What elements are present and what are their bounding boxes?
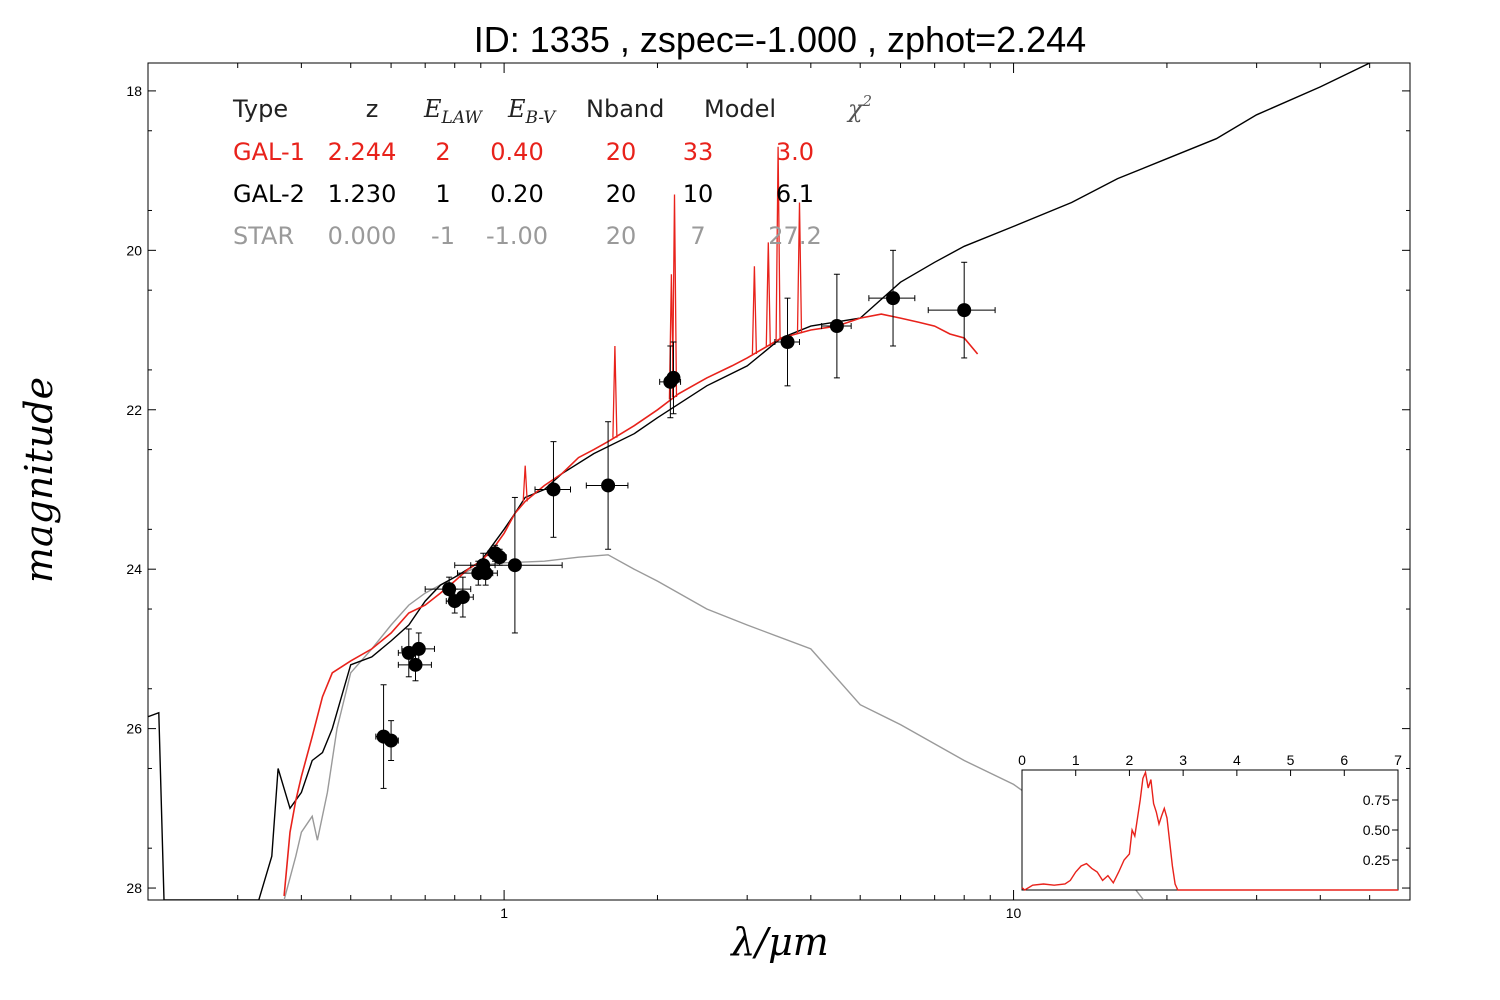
photometry-marker <box>886 291 901 306</box>
photometry-marker <box>492 550 507 565</box>
redshift-pdf-inset: 0 1 2 3 4 5 6 7 0.25 0.50 0.75 <box>1018 752 1402 891</box>
legend-cell: 27.2 <box>768 222 821 250</box>
legend-cell: 6.1 <box>776 180 814 208</box>
photometry-point <box>821 273 852 379</box>
emission-line-5 <box>765 242 771 347</box>
inset-x-tick-label: 2 <box>1126 752 1134 768</box>
inset-x-tick-label: 3 <box>1179 752 1187 768</box>
inset-ticks-group: 0 1 2 3 4 5 6 7 0.25 0.50 0.75 <box>1018 752 1402 868</box>
legend-cell: -1 <box>431 222 455 250</box>
photometry-point <box>585 421 629 550</box>
legend-cell: 3.0 <box>776 138 814 166</box>
main-plot-frame <box>147 62 1411 901</box>
photometry-marker <box>546 482 561 497</box>
legend-cell: 1 <box>435 180 450 208</box>
emission-line-7 <box>796 202 803 334</box>
series-line-star <box>283 554 1145 900</box>
legend-cell: 20 <box>606 222 637 250</box>
emission-line-3 <box>671 194 678 398</box>
y-tick-label: 18 <box>126 83 142 99</box>
photometry-marker <box>829 319 844 334</box>
inset-x-tick-label: 6 <box>1340 752 1348 768</box>
inset-x-tick-label: 5 <box>1287 752 1295 768</box>
legend-cell: 20 <box>606 180 637 208</box>
legend-cell: 20 <box>606 138 637 166</box>
photometry-point <box>397 648 432 682</box>
y-tick-label: 22 <box>126 402 142 418</box>
photometry-marker <box>455 590 470 605</box>
photometry-point <box>451 576 474 618</box>
photometry-point <box>666 341 681 415</box>
y-tick-label: 20 <box>126 242 142 258</box>
inset-x-tick-label: 4 <box>1233 752 1241 768</box>
photometry-point <box>868 249 916 347</box>
legend-header: Type <box>232 95 288 123</box>
legend-cell: -1.00 <box>486 222 548 250</box>
series-line-gal-2 <box>148 63 1371 900</box>
emission-line-6 <box>775 146 781 341</box>
inset-x-tick-label: 1 <box>1072 752 1080 768</box>
photometry-point <box>774 297 800 387</box>
y-tick-label: 26 <box>126 721 142 737</box>
legend-cell: STAR <box>233 222 294 250</box>
legend-cell: 10 <box>683 180 714 208</box>
pdf-line <box>1021 769 1398 891</box>
inset-background <box>1021 769 1399 891</box>
chart-title: ID: 1335 , zspec=-1.000 , zphot=2.244 <box>474 19 1086 60</box>
legend-cell: GAL-1 <box>233 138 305 166</box>
inset-x-tick-label: 7 <box>1394 752 1402 768</box>
inset-y-tick-label: 0.75 <box>1363 792 1390 808</box>
legend-cell: 1.230 <box>328 180 397 208</box>
legend-cell: 7 <box>690 222 705 250</box>
photometry-marker <box>478 566 493 581</box>
photometry-point <box>383 720 399 761</box>
legend-table: Type z ELAW EB-V Nband Model χ2 GAL-1 2.244 2 0.40… <box>232 92 872 250</box>
x-tick-label: 1 <box>500 905 508 921</box>
legend-header: χ2 <box>846 92 872 123</box>
photometry-marker <box>507 558 522 573</box>
legend-cell: 0.40 <box>490 138 543 166</box>
emission-line-0 <box>522 465 528 502</box>
legend-cell: 2 <box>435 138 450 166</box>
inset-y-tick-label: 0.50 <box>1363 822 1390 838</box>
emission-line-4 <box>751 266 758 355</box>
photometry-point <box>927 261 996 359</box>
photometry-point <box>454 496 563 634</box>
x-axis-label: λ/μm <box>729 920 829 964</box>
inset-y-tick-label: 0.25 <box>1363 852 1390 868</box>
legend-cell: GAL-2 <box>233 180 305 208</box>
series-line-gal-1 <box>283 313 979 897</box>
photometry-marker <box>442 582 457 597</box>
legend-cell: 0.20 <box>490 180 543 208</box>
emission-line-1 <box>612 345 618 438</box>
photometry-point <box>477 560 494 586</box>
photometry-marker <box>666 370 681 385</box>
legend-cell: 0.000 <box>328 222 397 250</box>
photometry-point <box>492 548 507 566</box>
y-axis-label: magnitude <box>17 377 61 583</box>
inset-x-tick-label: 0 <box>1018 752 1026 768</box>
y-tick-label: 24 <box>126 561 142 577</box>
legend-cell: 33 <box>683 138 714 166</box>
legend-header: Nband <box>586 95 664 123</box>
x-tick-label: 10 <box>1006 905 1022 921</box>
photometry-marker <box>408 657 423 672</box>
photometry-marker <box>780 335 795 349</box>
legend-header: z <box>366 95 379 123</box>
inset-series-group <box>1021 769 1398 891</box>
legend-header: EB-V <box>507 95 557 128</box>
photometry-marker <box>957 303 972 318</box>
main-photometry-group <box>375 249 996 789</box>
photometry-marker <box>384 733 399 748</box>
legend-header: Model <box>704 95 776 123</box>
y-tick-label: 28 <box>126 880 142 896</box>
photometry-marker <box>601 478 616 493</box>
legend-header: ELAW <box>423 95 483 128</box>
legend-cell: 2.244 <box>328 138 397 166</box>
photometry-point <box>534 441 571 538</box>
